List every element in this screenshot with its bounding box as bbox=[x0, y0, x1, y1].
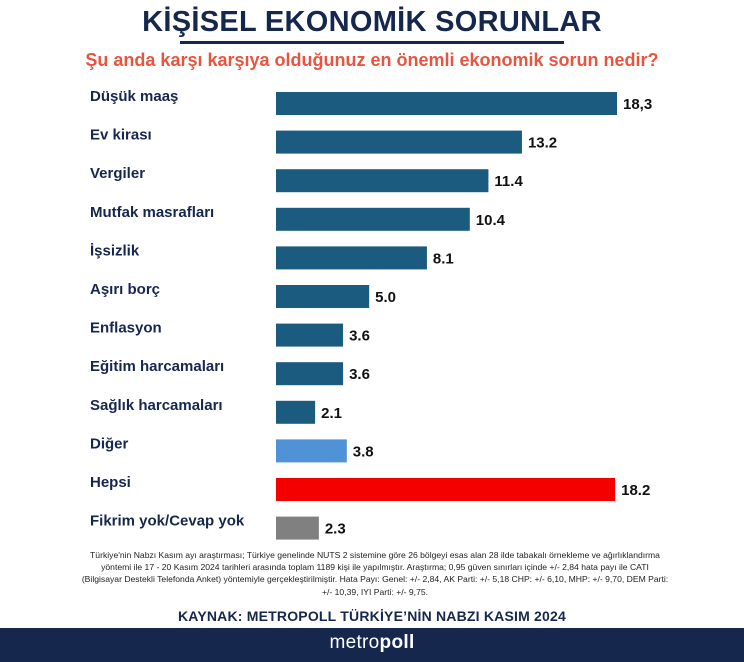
title-underline bbox=[180, 41, 564, 44]
bar bbox=[276, 246, 427, 270]
value-label: 18.2 bbox=[621, 482, 650, 499]
source-line: KAYNAK: METROPOLL TÜRKİYE’NİN NABZI KASI… bbox=[177, 608, 567, 624]
category-label: Düşük maaş bbox=[90, 88, 178, 105]
category-label: Vergiler bbox=[90, 165, 145, 182]
bar bbox=[276, 516, 319, 540]
value-label: 3.8 bbox=[353, 443, 374, 460]
category-label: Sağlık harcamaları bbox=[90, 397, 223, 414]
value-label: 3.6 bbox=[349, 328, 370, 345]
value-label: 2.1 bbox=[321, 405, 342, 422]
logo-part-poll: poll bbox=[379, 632, 415, 653]
value-label: 11.4 bbox=[494, 173, 523, 190]
value-label: 3.6 bbox=[349, 366, 370, 383]
logo-part-metro: metro bbox=[329, 632, 380, 653]
bar-chart: Düşük maaş 18,3 Ev kirası 13.2 Vergiler 11.4 M… bbox=[90, 88, 652, 540]
category-label: Mutfak masrafları bbox=[90, 204, 214, 221]
category-label: İşsizlik bbox=[90, 242, 140, 259]
bar bbox=[276, 207, 470, 231]
category-label: Aşırı borç bbox=[90, 281, 160, 298]
category-label: Ev kirası bbox=[90, 127, 152, 144]
footer-bar: metropoll bbox=[0, 628, 744, 662]
bar bbox=[276, 362, 344, 386]
bar bbox=[276, 285, 370, 308]
category-label: Diğer bbox=[90, 435, 129, 452]
bar bbox=[276, 169, 489, 193]
chart-subtitle: Şu anda karşı karşıya olduğunuz en öneml… bbox=[85, 50, 659, 70]
category-label: Fikrim yok/Cevap yok bbox=[90, 513, 245, 530]
category-label: Enflasyon bbox=[90, 320, 162, 337]
value-label: 2.3 bbox=[325, 521, 346, 538]
bar bbox=[276, 400, 316, 424]
category-label: Eğitim harcamaları bbox=[90, 358, 224, 375]
value-label: 18,3 bbox=[623, 96, 652, 113]
chart-title: KİŞİSEL EKONOMİK SORUNLAR bbox=[142, 6, 602, 38]
bar bbox=[276, 92, 617, 115]
bar bbox=[276, 478, 616, 501]
value-label: 13.2 bbox=[528, 135, 557, 152]
methodology-note: Türkiye'nin Nabzı Kasım ayı araştırması;… bbox=[81, 550, 669, 597]
value-label: 10.4 bbox=[476, 212, 506, 229]
category-label: Hepsi bbox=[90, 474, 131, 491]
bar bbox=[276, 323, 344, 347]
metropoll-logo: metropoll bbox=[0, 632, 744, 654]
bar bbox=[276, 439, 347, 463]
bar bbox=[276, 130, 522, 154]
value-label: 8.1 bbox=[433, 250, 454, 267]
value-label: 5.0 bbox=[375, 289, 396, 306]
